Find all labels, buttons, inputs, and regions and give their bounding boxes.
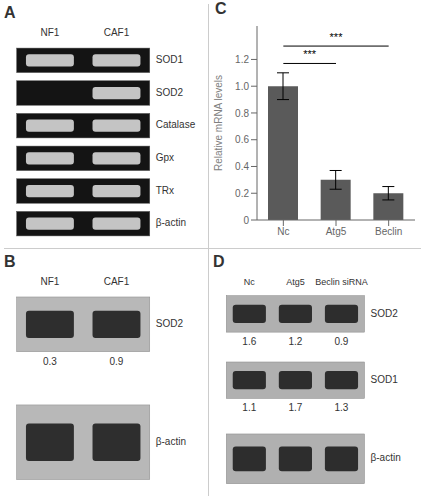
svg-text:Nc: Nc — [244, 277, 255, 287]
svg-text:1.6: 1.6 — [242, 336, 256, 347]
svg-text:D: D — [213, 253, 225, 270]
svg-text:1.0: 1.0 — [235, 81, 249, 92]
svg-text:Catalase: Catalase — [156, 119, 196, 130]
svg-text:0.8: 0.8 — [235, 108, 249, 119]
svg-text:SOD2: SOD2 — [156, 318, 184, 329]
svg-text:NF1: NF1 — [40, 276, 59, 287]
svg-text:0.4: 0.4 — [235, 161, 249, 172]
svg-text:CAF1: CAF1 — [104, 276, 130, 287]
svg-text:1.2: 1.2 — [288, 336, 302, 347]
svg-text:SOD1: SOD1 — [371, 374, 399, 385]
svg-text:TRx: TRx — [156, 185, 174, 196]
svg-text:1.2: 1.2 — [235, 54, 249, 65]
svg-text:CAF1: CAF1 — [104, 27, 130, 38]
svg-text:1.7: 1.7 — [288, 402, 302, 413]
svg-text:Nc: Nc — [277, 226, 289, 237]
svg-text:Beclin: Beclin — [375, 226, 402, 237]
svg-text:SOD2: SOD2 — [156, 87, 184, 98]
svg-text:0.6: 0.6 — [235, 134, 249, 145]
svg-text:1.3: 1.3 — [335, 402, 349, 413]
svg-text:Beclin siRNA: Beclin siRNA — [315, 277, 368, 287]
svg-text:SOD1: SOD1 — [156, 54, 184, 65]
svg-text:1.1: 1.1 — [242, 402, 256, 413]
svg-text:Relative mRNA levels: Relative mRNA levels — [213, 75, 224, 171]
svg-text:0.2: 0.2 — [235, 188, 249, 199]
svg-text:0.9: 0.9 — [110, 356, 124, 367]
svg-text:0.3: 0.3 — [43, 356, 57, 367]
svg-text:β-actin: β-actin — [156, 217, 186, 228]
svg-text:***: *** — [303, 48, 317, 60]
svg-text:SOD2: SOD2 — [371, 308, 399, 319]
svg-text:NF1: NF1 — [40, 27, 59, 38]
svg-text:Gpx: Gpx — [156, 152, 174, 163]
svg-text:Atg5: Atg5 — [286, 277, 305, 287]
svg-text:A: A — [8, 4, 16, 21]
svg-text:0: 0 — [243, 215, 249, 226]
svg-text:***: *** — [330, 31, 344, 43]
svg-text:Atg5: Atg5 — [326, 226, 347, 237]
svg-text:β-actin: β-actin — [156, 436, 186, 447]
svg-text:B: B — [8, 253, 16, 270]
html-text:C: C — [215, 0, 227, 17]
svg-text:0.9: 0.9 — [335, 336, 349, 347]
svg-text:β-actin: β-actin — [371, 452, 401, 463]
